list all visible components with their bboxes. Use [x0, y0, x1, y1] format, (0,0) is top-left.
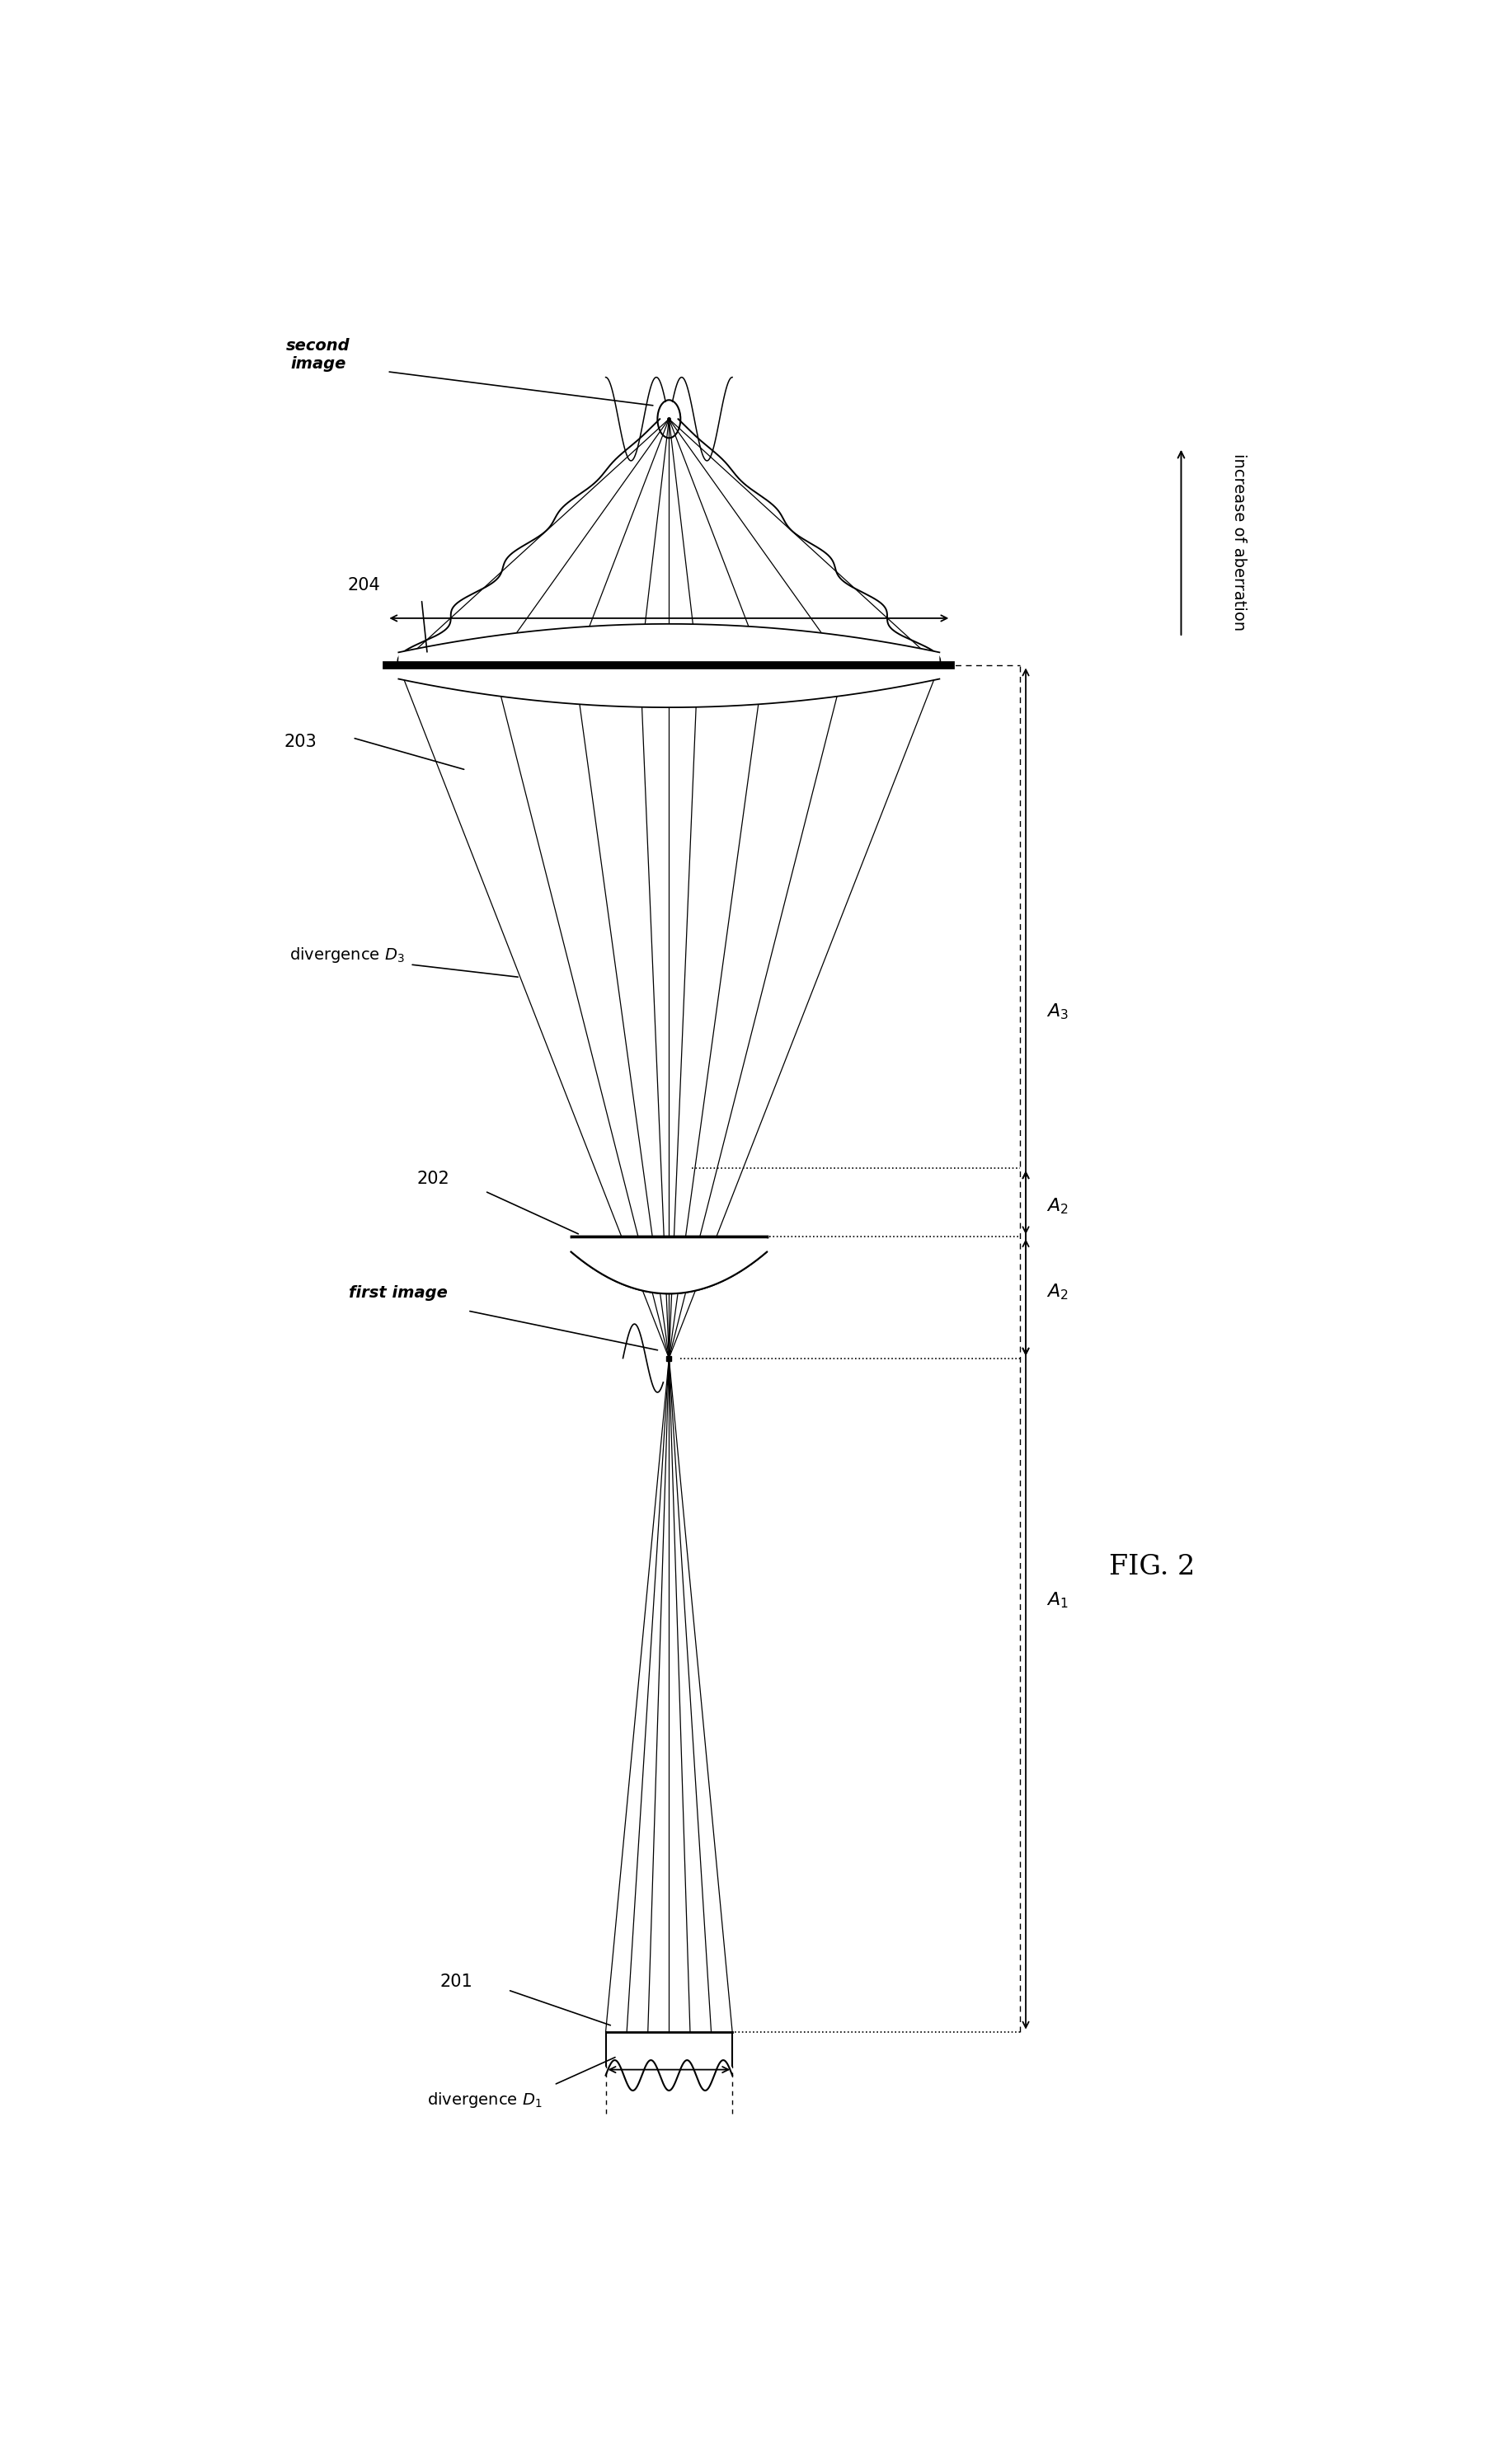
Text: 203: 203: [284, 734, 318, 749]
Text: second
image: second image: [287, 338, 350, 372]
Text: first image: first image: [349, 1286, 448, 1301]
Text: $A_3$: $A_3$: [1047, 1003, 1069, 1023]
Text: divergence $D_3$: divergence $D_3$: [290, 946, 404, 963]
Text: 202: 202: [417, 1170, 450, 1188]
Text: increase of aberration: increase of aberration: [1231, 453, 1246, 631]
Text: divergence $D_1$: divergence $D_1$: [428, 2089, 542, 2109]
Text: $A_2$: $A_2$: [1047, 1198, 1069, 1217]
Polygon shape: [398, 623, 940, 707]
Text: $A_2$: $A_2$: [1047, 1281, 1069, 1301]
Text: 204: 204: [347, 577, 380, 594]
Polygon shape: [572, 1237, 766, 1294]
Text: $A_1$: $A_1$: [1047, 1589, 1069, 1609]
Text: 201: 201: [440, 1974, 472, 1991]
Text: FIG. 2: FIG. 2: [1109, 1555, 1195, 1579]
